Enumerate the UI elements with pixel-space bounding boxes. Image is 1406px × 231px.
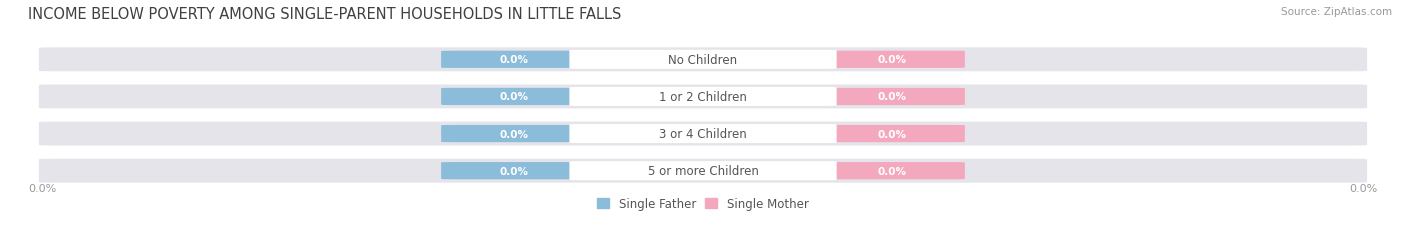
FancyBboxPatch shape [39,85,1367,109]
FancyBboxPatch shape [569,161,837,180]
Text: 0.0%: 0.0% [877,55,907,65]
Text: 5 or more Children: 5 or more Children [648,164,758,177]
FancyBboxPatch shape [569,51,837,70]
Text: 0.0%: 0.0% [877,92,907,102]
FancyBboxPatch shape [39,122,1367,146]
Text: 0.0%: 0.0% [499,55,529,65]
FancyBboxPatch shape [39,48,1367,72]
FancyBboxPatch shape [441,52,586,69]
FancyBboxPatch shape [820,52,965,69]
FancyBboxPatch shape [569,125,837,143]
FancyBboxPatch shape [441,125,586,143]
Text: 0.0%: 0.0% [28,184,56,194]
FancyBboxPatch shape [39,159,1367,183]
Text: Source: ZipAtlas.com: Source: ZipAtlas.com [1281,7,1392,17]
FancyBboxPatch shape [820,125,965,143]
Text: 0.0%: 0.0% [499,129,529,139]
FancyBboxPatch shape [820,88,965,106]
FancyBboxPatch shape [820,162,965,179]
Text: 1 or 2 Children: 1 or 2 Children [659,91,747,103]
Text: 0.0%: 0.0% [499,92,529,102]
Text: 0.0%: 0.0% [877,166,907,176]
Text: 0.0%: 0.0% [877,129,907,139]
Text: 0.0%: 0.0% [1350,184,1378,194]
Text: 0.0%: 0.0% [499,166,529,176]
Text: INCOME BELOW POVERTY AMONG SINGLE-PARENT HOUSEHOLDS IN LITTLE FALLS: INCOME BELOW POVERTY AMONG SINGLE-PARENT… [28,7,621,22]
Text: No Children: No Children [668,54,738,67]
FancyBboxPatch shape [569,88,837,106]
Text: 3 or 4 Children: 3 or 4 Children [659,128,747,140]
FancyBboxPatch shape [441,88,586,106]
Legend: Single Father, Single Mother: Single Father, Single Mother [598,197,808,210]
FancyBboxPatch shape [441,162,586,179]
